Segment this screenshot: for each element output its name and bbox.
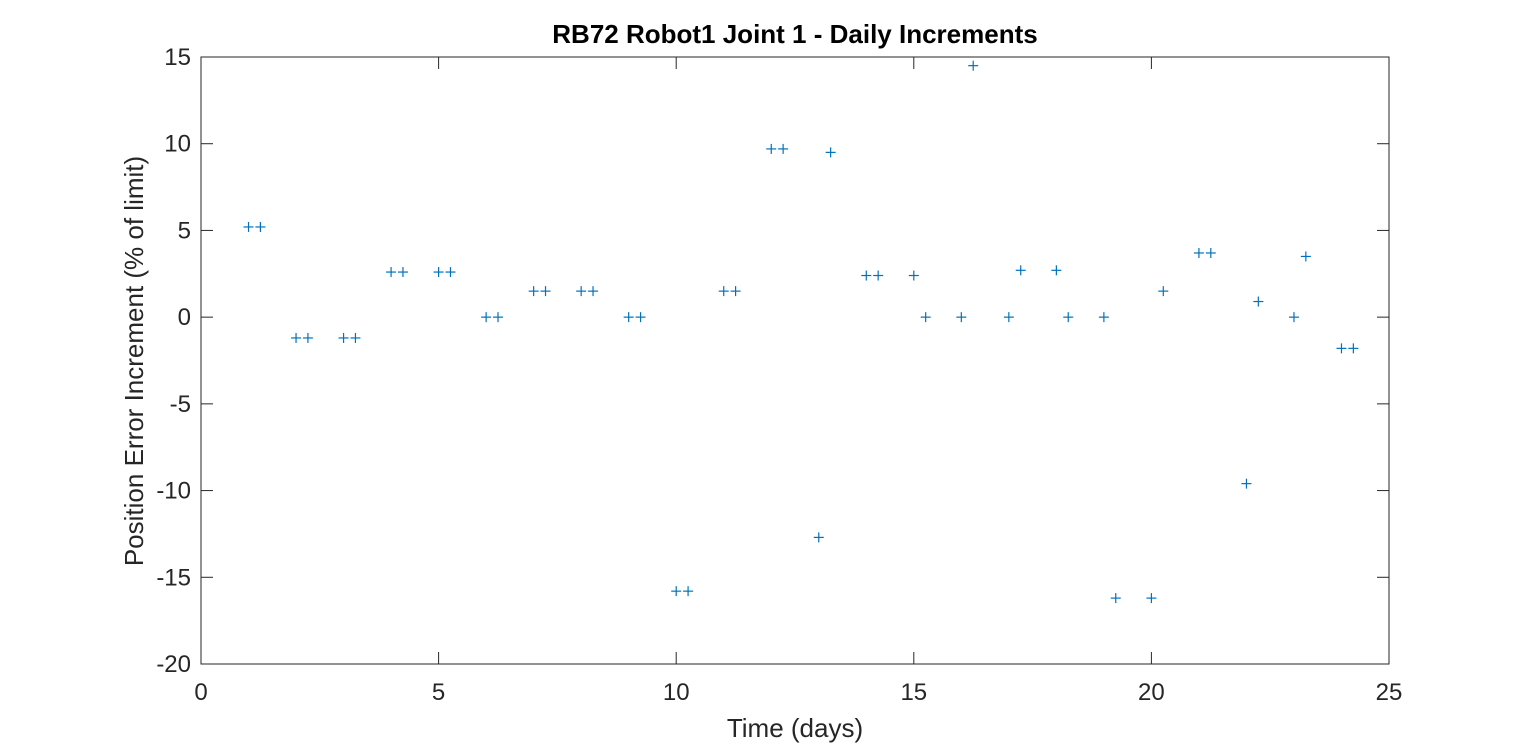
- y-tick-label: -5: [170, 391, 191, 418]
- data-point: [1205, 247, 1216, 258]
- x-tick-label: 0: [194, 679, 207, 706]
- data-point: [730, 286, 741, 297]
- data-point: [861, 270, 872, 281]
- data-point: [1348, 343, 1359, 354]
- data-point: [255, 221, 266, 232]
- data-point: [671, 586, 682, 597]
- data-point: [635, 312, 646, 323]
- x-tick-label: 15: [900, 679, 927, 706]
- data-point: [386, 267, 397, 278]
- data-point: [481, 312, 492, 323]
- data-point: [825, 147, 836, 158]
- data-point: [243, 221, 254, 232]
- data-point: [920, 312, 931, 323]
- y-axis: -20 -15 -10 -5 0 5 10 15: [156, 44, 1389, 678]
- data-point: [873, 270, 884, 281]
- data-point: [1241, 478, 1252, 489]
- data-point: [908, 270, 919, 281]
- data-point: [1003, 312, 1014, 323]
- data-point: [1300, 251, 1311, 262]
- data-point: [1288, 312, 1299, 323]
- y-tick-label: 0: [178, 304, 191, 331]
- data-point: [302, 332, 313, 343]
- data-point: [778, 143, 789, 154]
- data-point: [433, 267, 444, 278]
- x-axis: 0 5 10 15 20 25: [194, 57, 1402, 706]
- chart-title: RB72 Robot1 Joint 1 - Daily Increments: [552, 19, 1037, 49]
- data-point: [1158, 286, 1169, 297]
- data-point: [766, 143, 777, 154]
- data-point: [540, 286, 551, 297]
- data-point: [1098, 312, 1109, 323]
- data-point: [1063, 312, 1074, 323]
- data-point: [1051, 265, 1062, 276]
- data-point: [1110, 593, 1121, 604]
- data-point: [1336, 343, 1347, 354]
- data-point: [397, 267, 408, 278]
- data-point: [576, 286, 587, 297]
- y-tick-label: -10: [156, 478, 191, 505]
- y-tick-label: 5: [178, 217, 191, 244]
- y-tick-label: 15: [164, 44, 191, 71]
- data-point: [956, 312, 967, 323]
- data-point: [718, 286, 729, 297]
- x-axis-label: Time (days): [727, 713, 863, 743]
- data-points: [243, 60, 1359, 604]
- data-point: [1253, 296, 1264, 307]
- data-point: [1146, 593, 1157, 604]
- data-point: [623, 312, 634, 323]
- y-axis-label: Position Error Increment (% of limit): [119, 156, 149, 566]
- data-point: [813, 532, 824, 543]
- x-tick-label: 20: [1138, 679, 1165, 706]
- data-point: [968, 60, 979, 71]
- data-point: [350, 332, 361, 343]
- data-point: [291, 332, 302, 343]
- data-point: [528, 286, 539, 297]
- y-tick-label: -15: [156, 564, 191, 591]
- x-tick-label: 25: [1376, 679, 1403, 706]
- y-tick-label: -20: [156, 651, 191, 678]
- y-tick-label: 10: [164, 131, 191, 158]
- data-point: [493, 312, 503, 323]
- data-point: [683, 586, 694, 597]
- x-tick-label: 5: [432, 679, 445, 706]
- data-point: [445, 267, 456, 278]
- data-point: [1193, 247, 1204, 258]
- plot-area: [200, 56, 1390, 665]
- data-point: [1015, 265, 1026, 276]
- x-tick-label: 10: [663, 679, 690, 706]
- data-point: [588, 286, 599, 297]
- data-point: [338, 332, 349, 343]
